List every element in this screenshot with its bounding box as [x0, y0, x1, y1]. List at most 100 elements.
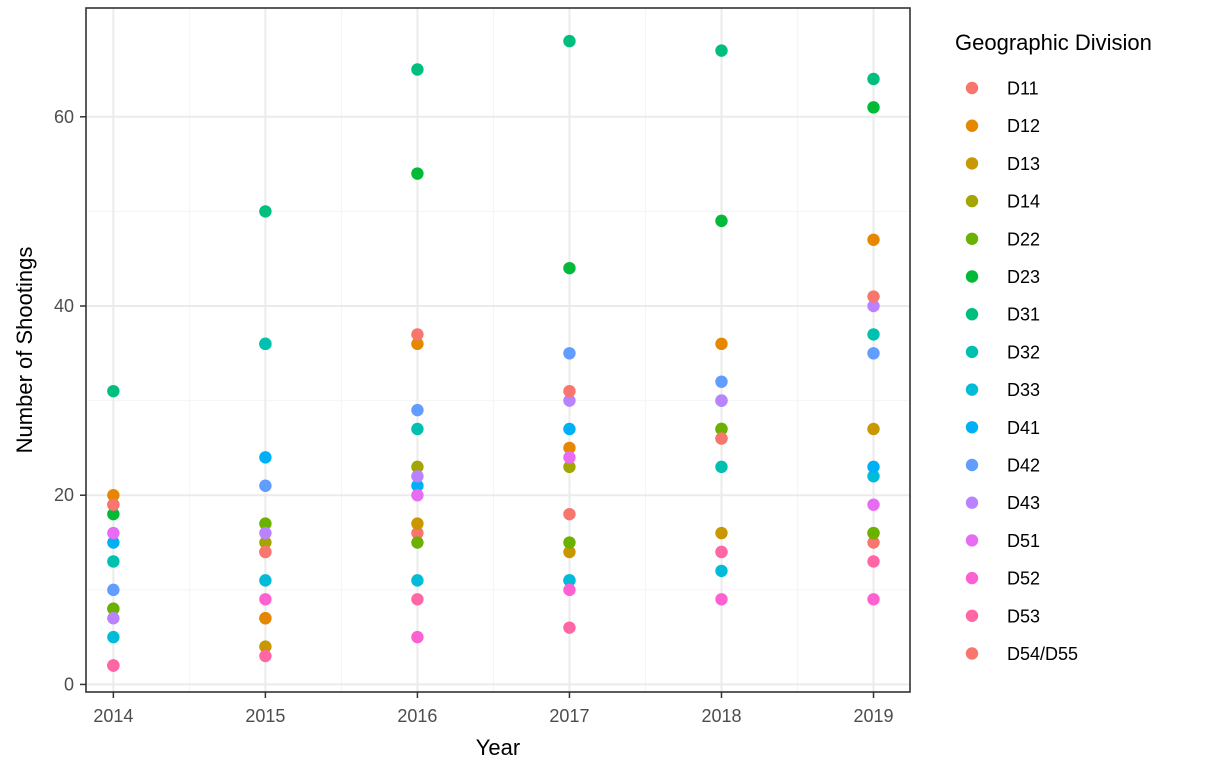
data-point-d52 — [259, 593, 272, 606]
data-point-d41 — [867, 460, 880, 474]
data-point-d32 — [259, 337, 272, 351]
x-tick-label: 2015 — [245, 706, 285, 726]
data-point-d53 — [259, 649, 272, 663]
data-point-d13 — [715, 526, 728, 540]
data-point-d41 — [107, 536, 120, 549]
data-point-d52 — [563, 583, 576, 597]
x-axis-title: Year — [476, 735, 520, 760]
data-point-d52 — [715, 593, 728, 606]
data-point-d14 — [563, 460, 576, 474]
data-point-d43 — [259, 526, 272, 540]
data-point-d33 — [411, 574, 424, 587]
data-point-d12 — [411, 337, 424, 351]
data-point-d33 — [259, 574, 272, 587]
axes: 2014 2015 2016 2017 2018 2019 0 20 40 60 — [54, 107, 894, 726]
data-point-d22 — [259, 517, 272, 530]
data-point-d32 — [411, 422, 424, 436]
data-point-d23 — [867, 101, 880, 114]
legend-label: D33 — [1007, 380, 1040, 400]
legend: Geographic Division D11 D12 D13 D14 D22 D23 D3… — [955, 30, 1152, 664]
data-point-d11 — [411, 526, 424, 540]
data-point-d52 — [411, 630, 424, 644]
data-point-d31 — [259, 205, 272, 218]
y-tick-label: 40 — [54, 296, 74, 316]
data-point-d42 — [259, 479, 272, 492]
data-point-d31 — [715, 44, 728, 57]
legend-label: D32 — [1007, 342, 1040, 362]
plot-panel — [86, 8, 910, 692]
data-point-d54-d55 — [411, 328, 424, 341]
grid-lines — [86, 8, 910, 692]
legend-key — [965, 232, 979, 245]
legend-key — [965, 194, 979, 208]
data-point-d22 — [411, 536, 424, 549]
legend-key — [965, 421, 979, 434]
legend-label: D41 — [1007, 418, 1040, 438]
data-point-d22 — [715, 422, 728, 436]
data-point-d31 — [563, 34, 576, 48]
data-point-d41 — [259, 451, 272, 464]
data-point-d22 — [107, 602, 120, 615]
y-tick-label: 60 — [54, 107, 74, 127]
data-point-d43 — [411, 470, 424, 483]
x-tick-label: 2018 — [701, 706, 741, 726]
data-point-d13 — [411, 517, 424, 530]
data-point-d33 — [715, 564, 728, 578]
legend-key — [965, 383, 979, 396]
data-point-d54-d55 — [715, 432, 728, 445]
data-point-d33 — [867, 470, 880, 483]
legend-label: D42 — [1007, 456, 1040, 476]
legend-key — [965, 270, 979, 283]
data-point-d42 — [715, 375, 728, 388]
x-tick-label: 2014 — [93, 706, 133, 726]
data-point-d32 — [867, 328, 880, 341]
data-points — [107, 34, 880, 672]
data-point-d32 — [107, 555, 120, 568]
data-point-d23 — [563, 261, 576, 275]
data-point-d54-d55 — [259, 545, 272, 559]
legend-label: D51 — [1007, 531, 1040, 551]
x-tick-label: 2019 — [853, 706, 893, 726]
legend-key — [965, 534, 979, 547]
legend-label: D12 — [1007, 116, 1040, 136]
data-point-d51 — [867, 498, 880, 511]
data-point-d42 — [411, 403, 424, 417]
legend-label: D22 — [1007, 229, 1040, 249]
data-point-d13 — [563, 545, 576, 559]
data-point-d41 — [411, 479, 424, 492]
legend-label: D54/D55 — [1007, 644, 1078, 664]
data-point-d51 — [563, 451, 576, 464]
data-point-d13 — [867, 422, 880, 436]
legend-key — [965, 157, 979, 170]
data-point-d23 — [411, 167, 424, 180]
legend-label: D13 — [1007, 154, 1040, 174]
data-point-d42 — [867, 347, 880, 360]
data-point-d53 — [107, 659, 120, 672]
data-point-d22 — [867, 526, 880, 540]
legend-key — [965, 647, 979, 660]
x-tick-label: 2016 — [397, 706, 437, 726]
data-point-d23 — [715, 214, 728, 228]
data-point-d42 — [107, 583, 120, 597]
data-point-d43 — [715, 394, 728, 407]
data-point-d31 — [867, 72, 880, 86]
data-point-d54-d55 — [107, 498, 120, 511]
legend-key — [965, 81, 979, 95]
legend-label: D23 — [1007, 267, 1040, 287]
y-axis-title: Number of Shootings — [12, 247, 37, 454]
legend-label: D31 — [1007, 305, 1040, 325]
data-point-d11 — [867, 536, 880, 549]
data-point-d53 — [715, 545, 728, 559]
legend-label: D43 — [1007, 493, 1040, 513]
data-point-d53 — [563, 621, 576, 634]
data-point-d13 — [259, 640, 272, 653]
data-point-d23 — [107, 507, 120, 521]
data-point-d12 — [563, 441, 576, 455]
legend-key — [965, 571, 979, 585]
data-point-d53 — [867, 555, 880, 568]
data-point-d43 — [563, 394, 576, 407]
data-point-d33 — [107, 630, 120, 644]
data-point-d54-d55 — [563, 384, 576, 398]
legend-key — [965, 308, 979, 321]
